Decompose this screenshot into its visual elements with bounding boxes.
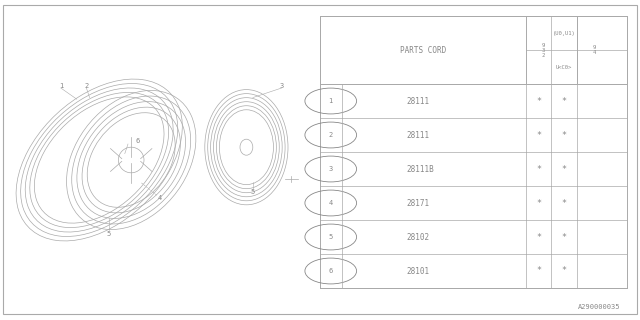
Text: 28111: 28111 <box>406 131 429 140</box>
Text: *: * <box>561 267 566 276</box>
Bar <box>320 16 627 84</box>
Text: 5: 5 <box>328 234 333 240</box>
Text: 4: 4 <box>158 196 162 201</box>
Text: *: * <box>536 131 541 140</box>
Text: 28102: 28102 <box>406 233 429 242</box>
Text: 6: 6 <box>136 138 140 144</box>
Text: 28171: 28171 <box>406 198 429 207</box>
Ellipse shape <box>118 147 144 173</box>
Text: 1: 1 <box>328 98 333 104</box>
Text: *: * <box>536 267 541 276</box>
Bar <box>526 16 577 84</box>
Text: *: * <box>561 164 566 173</box>
Text: *: * <box>561 131 566 140</box>
Text: *: * <box>536 233 541 242</box>
Text: *: * <box>536 97 541 106</box>
Text: *: * <box>536 198 541 207</box>
Ellipse shape <box>240 139 253 155</box>
Text: *: * <box>561 97 566 106</box>
Text: U<C0>: U<C0> <box>556 65 572 69</box>
Text: 6: 6 <box>328 268 333 274</box>
Text: 9
3
2: 9 3 2 <box>542 43 545 58</box>
Text: *: * <box>561 233 566 242</box>
Bar <box>320 16 627 288</box>
Bar <box>577 16 627 84</box>
Text: 4: 4 <box>328 200 333 206</box>
Text: 2: 2 <box>84 84 88 89</box>
Text: (U0,U1): (U0,U1) <box>552 30 575 36</box>
Text: 3: 3 <box>328 166 333 172</box>
Text: 3: 3 <box>280 84 284 89</box>
Text: 5: 5 <box>251 189 255 195</box>
Text: 5: 5 <box>107 231 111 236</box>
Text: 28101: 28101 <box>406 267 429 276</box>
Text: *: * <box>561 198 566 207</box>
Text: 1: 1 <box>59 84 63 89</box>
Text: PARTS CORD: PARTS CORD <box>400 45 446 54</box>
Text: A290000035: A290000035 <box>579 304 621 310</box>
Text: 9
4: 9 4 <box>593 45 596 55</box>
Text: 28111B: 28111B <box>406 164 434 173</box>
Text: 2: 2 <box>328 132 333 138</box>
Text: 28111: 28111 <box>406 97 429 106</box>
Text: *: * <box>536 164 541 173</box>
